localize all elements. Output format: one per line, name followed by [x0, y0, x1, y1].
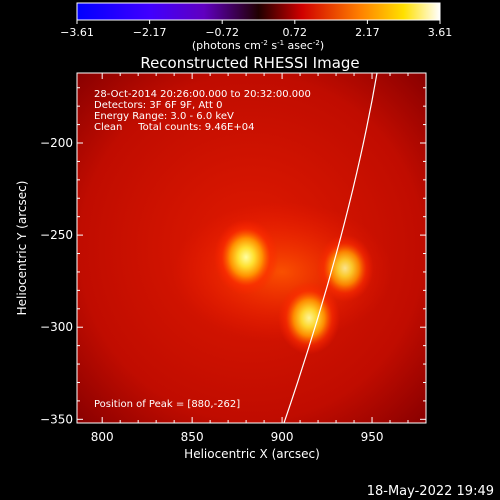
x-axis: 800 850 900 950 — [91, 73, 409, 444]
y-axis: −200 −250 −300 −350 — [40, 87, 426, 426]
info-line: Energy Range: 3.0 - 6.0 keV — [94, 111, 234, 122]
peak-position-label: Position of Peak = [880,-262] — [94, 399, 240, 410]
info-line: Clean Total counts: 9.46E+04 — [94, 122, 254, 133]
colorbar-tick-label: −0.72 — [205, 26, 239, 39]
heatmap-image — [77, 73, 426, 423]
x-tick-label: 850 — [181, 430, 204, 444]
x-tick-label: 950 — [361, 430, 384, 444]
x-axis-label: Heliocentric X (arcsec) — [184, 447, 320, 461]
colorbar-tick-label: −2.17 — [133, 26, 167, 39]
x-tick-label: 900 — [271, 430, 294, 444]
plot-frame — [76, 72, 427, 424]
emission-source — [316, 234, 374, 302]
y-axis-label: Heliocentric Y (arcsec) — [15, 181, 29, 316]
colorbar-units: (photons cm-2 s-1 asec-2) — [192, 39, 324, 52]
info-line: 28-Oct-2014 20:26:00.000 to 20:32:00.000 — [94, 89, 311, 100]
colorbar-gradient — [76, 2, 441, 21]
y-tick-label: −200 — [40, 136, 73, 150]
solar-limb — [283, 73, 378, 423]
emission-source — [278, 281, 341, 355]
y-tick-label: −300 — [40, 320, 73, 334]
x-tick-label: 800 — [91, 430, 114, 444]
source-layer — [172, 201, 393, 355]
y-tick-label: −250 — [40, 228, 73, 242]
timestamp: 18-May-2022 19:49 — [367, 484, 494, 499]
info-block: 28-Oct-2014 20:26:00.000 to 20:32:00.000… — [94, 89, 311, 133]
colorbar-tick-label: 0.72 — [283, 26, 308, 39]
colorbar-ticks: −3.61 −2.17 −0.72 0.72 2.17 3.61 — [60, 20, 452, 39]
info-line: Detectors: 3F 6F 9F, Att 0 — [94, 100, 222, 111]
colorbar-tick-label: −3.61 — [60, 26, 94, 39]
emission-source — [213, 219, 279, 296]
colorbar-tick-label: 3.61 — [428, 26, 453, 39]
y-tick-label: −350 — [40, 412, 73, 426]
colorbar-tick-label: 2.17 — [355, 26, 380, 39]
chart-title: Reconstructed RHESSI Image — [140, 54, 359, 72]
colorbar: −3.61 −2.17 −0.72 0.72 2.17 3.61 (photons cm-… — [60, 2, 452, 52]
